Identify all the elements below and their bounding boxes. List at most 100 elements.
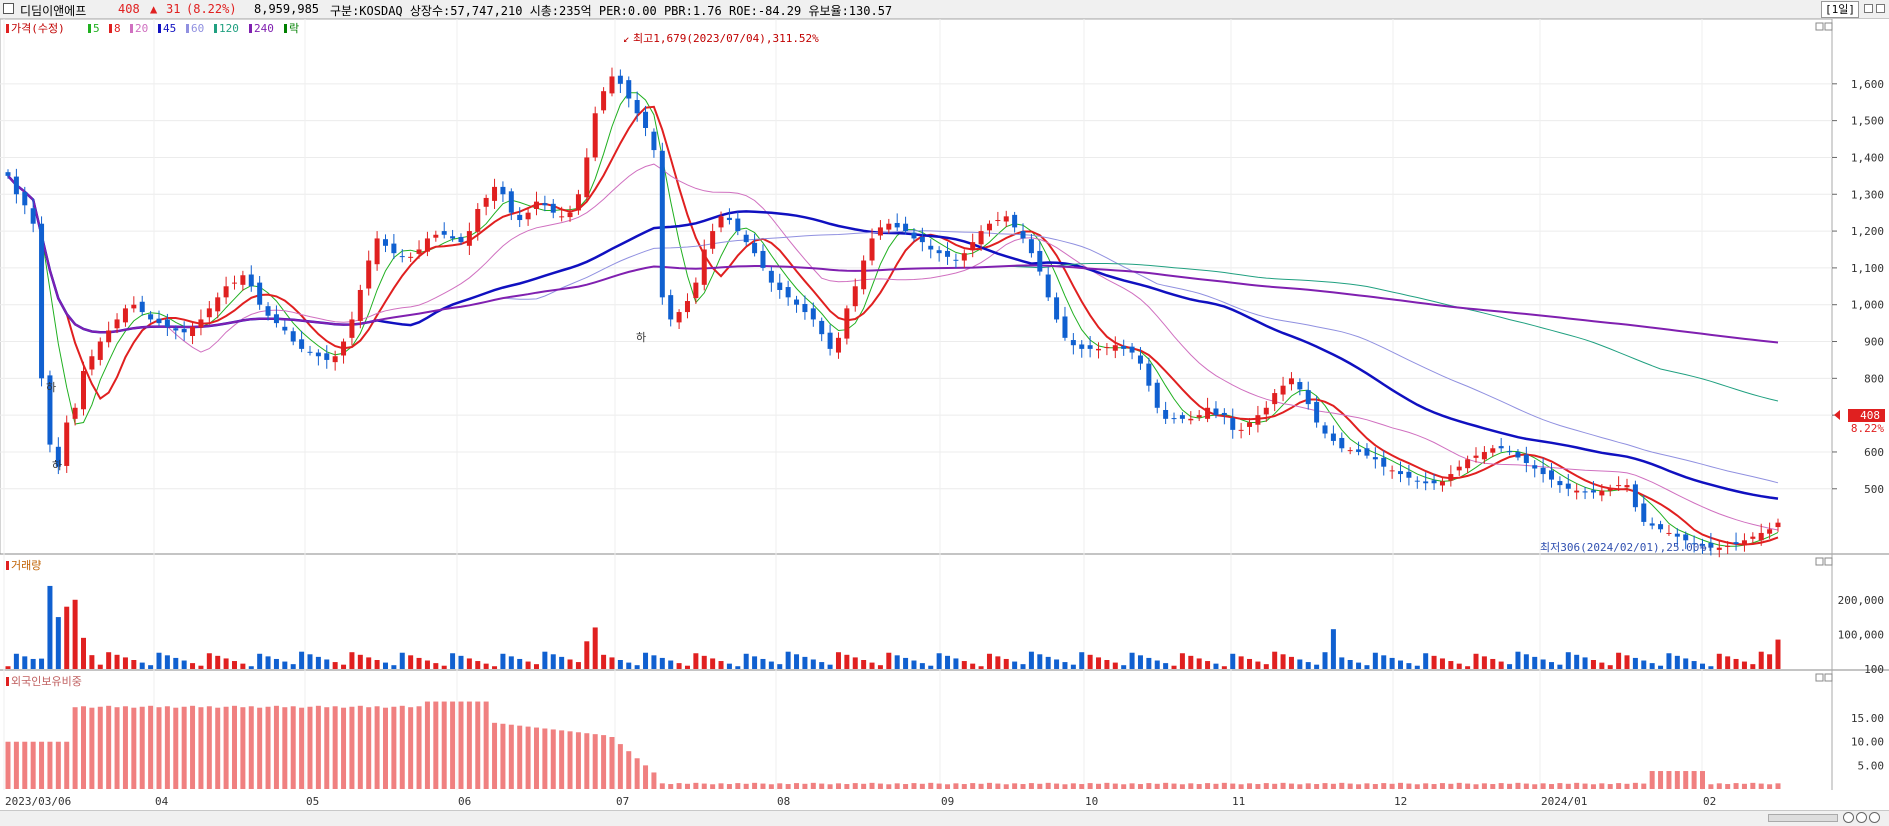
foreign-bar	[1565, 783, 1571, 789]
candle	[1221, 408, 1227, 425]
stock-select-checkbox[interactable]	[3, 3, 14, 14]
candle	[382, 234, 388, 253]
zoom-reset-icon[interactable]	[1869, 812, 1880, 823]
foreign-bar	[785, 784, 791, 789]
candle	[1750, 532, 1756, 545]
candle	[1238, 422, 1244, 439]
panel-close-icon[interactable]	[1824, 557, 1833, 566]
volume-bar	[877, 665, 883, 669]
ma-legend-icon	[109, 24, 112, 33]
ma-legend-label[interactable]: 60	[191, 22, 204, 35]
chart-scrollbar[interactable]	[1768, 814, 1838, 822]
ma-legend-label[interactable]: 20	[135, 22, 148, 35]
candle	[1557, 476, 1563, 493]
foreign-bar	[1372, 784, 1378, 789]
period-selector[interactable]: [1일]	[1821, 1, 1859, 18]
minimize-icon[interactable]	[1864, 4, 1873, 13]
volume-bar	[827, 664, 833, 669]
candle	[1003, 210, 1009, 228]
ma-legend-label[interactable]: 240	[254, 22, 274, 35]
foreign-bar	[852, 783, 858, 789]
volume-bar	[1096, 657, 1102, 669]
candle	[802, 295, 808, 320]
price-tick-label: 1,100	[1851, 262, 1884, 275]
stock-info: 구분:KOSDAQ 상장수:57,747,210 시총:235억 PER:0.0…	[330, 4, 893, 18]
volume-panel-title[interactable]: 거래량	[11, 559, 41, 572]
chart-area[interactable]: 1,6001,5001,4001,3001,2001,1001,00090080…	[0, 19, 1889, 810]
candle	[559, 206, 565, 222]
volume-bar	[1498, 661, 1504, 669]
foreign-bar	[1658, 771, 1664, 789]
candle	[1649, 517, 1655, 530]
foreign-bar	[575, 732, 581, 789]
candle	[861, 255, 867, 295]
foreign-bar	[835, 783, 841, 789]
price-panel-frame	[0, 19, 1833, 555]
date-tick-label: 11	[1232, 795, 1245, 808]
candle	[743, 230, 749, 246]
candle	[466, 222, 472, 256]
foreign-bar	[1221, 782, 1227, 789]
ma-legend-label[interactable]: 120	[219, 22, 239, 35]
foreign-bar	[475, 701, 481, 789]
ma-legend-label[interactable]: 45	[163, 22, 176, 35]
foreign-bar	[1196, 784, 1202, 789]
ma-legend-label[interactable]: 5	[93, 22, 100, 35]
panel-maximize-icon[interactable]	[1815, 673, 1824, 682]
candle	[928, 239, 934, 259]
stock-name[interactable]: 디딤이앤에프	[20, 4, 87, 18]
volume-bar	[1599, 662, 1605, 669]
price-legend-label[interactable]: 가격(수정)	[11, 22, 65, 35]
candle	[1616, 476, 1622, 491]
candle	[911, 228, 917, 242]
volume-bar	[869, 662, 875, 669]
ma-legend-icon	[88, 24, 91, 33]
price-pointer-icon	[1834, 410, 1840, 420]
foreign-bar	[986, 782, 992, 789]
price-legend-icon	[6, 24, 9, 33]
foreign-panel-title[interactable]: 외국인보유비중	[11, 675, 82, 688]
volume-bar	[1104, 660, 1110, 669]
foreign-bar	[542, 728, 548, 789]
candle	[299, 330, 305, 353]
date-tick-label: 05	[306, 795, 319, 808]
candle	[55, 437, 61, 475]
volume-bar	[273, 658, 279, 669]
ma-legend-label[interactable]: 8	[114, 22, 121, 35]
foreign-bar	[1272, 783, 1278, 789]
volume-bar	[861, 660, 867, 669]
zoom-in-icon[interactable]	[1843, 812, 1854, 823]
foreign-bar	[1498, 783, 1504, 789]
foreign-bar	[1347, 783, 1353, 789]
candle	[1087, 335, 1093, 358]
candle	[366, 250, 372, 296]
candle	[307, 345, 313, 356]
zoom-out-icon[interactable]	[1856, 812, 1867, 823]
candle	[961, 249, 967, 268]
fall-legend-label[interactable]: 락	[289, 22, 299, 35]
foreign-bar	[567, 731, 573, 789]
candle	[72, 403, 78, 426]
date-tick-label: 04	[155, 795, 169, 808]
candle	[877, 220, 883, 240]
volume-bar	[1775, 639, 1781, 669]
volume-bar	[1247, 658, 1253, 669]
panel-maximize-icon[interactable]	[1815, 557, 1824, 566]
candle	[1574, 483, 1580, 500]
foreign-bar	[718, 783, 724, 789]
close-icon[interactable]	[1876, 4, 1885, 13]
volume-bar	[164, 655, 170, 669]
volume-bar	[970, 663, 976, 669]
candle	[1456, 460, 1462, 476]
volume-bar	[156, 652, 162, 669]
volume-bar	[894, 655, 900, 669]
panel-close-icon[interactable]	[1824, 673, 1833, 682]
foreign-bar	[760, 783, 766, 789]
candle	[39, 216, 45, 387]
volume-bar	[1750, 664, 1756, 669]
panel-maximize-icon[interactable]	[1815, 22, 1824, 31]
volume-bar	[1255, 661, 1261, 669]
panel-close-icon[interactable]	[1824, 22, 1833, 31]
candle	[1137, 347, 1143, 370]
volume-bar	[458, 655, 464, 669]
